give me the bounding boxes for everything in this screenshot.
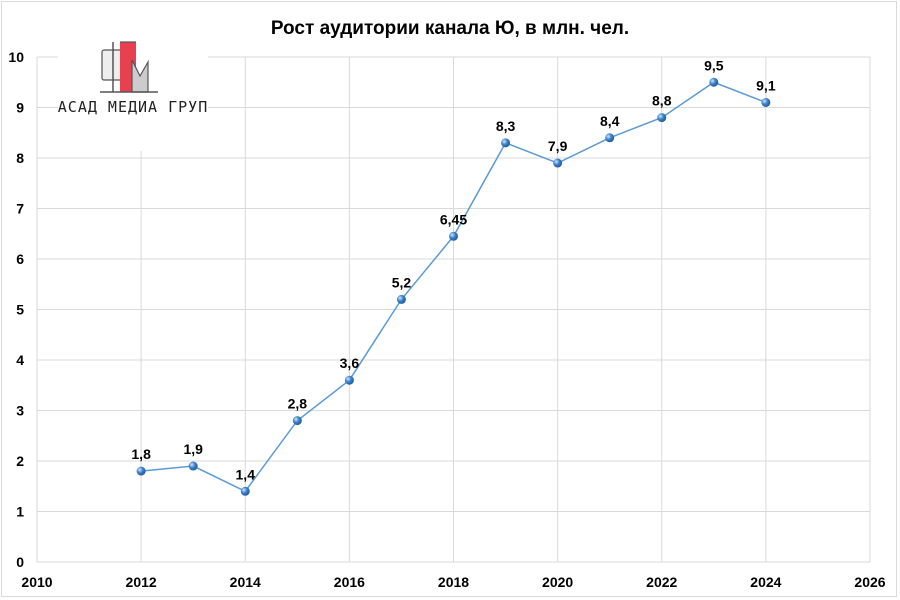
data-point xyxy=(761,97,771,107)
data-label: 1,8 xyxy=(131,446,151,462)
logo-mark-icon: ФАСАД МЕДИА ГРУПП xyxy=(58,41,208,116)
x-tick-label: 2026 xyxy=(854,574,885,590)
data-point xyxy=(501,138,511,148)
y-tick-label: 5 xyxy=(16,302,24,318)
data-point xyxy=(553,158,563,168)
chart-title: Рост аудитории канала Ю, в млн. чел. xyxy=(270,18,630,39)
data-label: 8,3 xyxy=(496,118,516,134)
data-label: 7,9 xyxy=(548,138,568,154)
y-tick-label: 4 xyxy=(16,352,24,368)
x-tick-label: 2018 xyxy=(438,574,469,590)
data-label: 1,9 xyxy=(183,441,203,457)
data-label: 8,8 xyxy=(652,93,672,109)
data-label: 8,4 xyxy=(600,113,620,129)
x-tick-label: 2010 xyxy=(21,574,52,590)
data-label: 2,8 xyxy=(288,396,308,412)
y-tick-label: 3 xyxy=(16,403,24,419)
data-point xyxy=(292,416,302,426)
x-tick-label: 2024 xyxy=(750,574,781,590)
data-point xyxy=(188,461,198,471)
y-tick-label: 1 xyxy=(16,504,24,520)
y-tick-label: 9 xyxy=(16,100,24,116)
data-label: 6,45 xyxy=(440,211,467,227)
x-tick-label: 2020 xyxy=(542,574,573,590)
x-tick-label: 2022 xyxy=(646,574,677,590)
data-point xyxy=(709,77,719,87)
data-point xyxy=(657,113,667,123)
data-label: 5,2 xyxy=(392,274,412,290)
data-label: 1,4 xyxy=(236,466,256,482)
data-label: 3,6 xyxy=(340,355,360,371)
data-point xyxy=(396,294,406,304)
data-label: 9,1 xyxy=(756,77,776,93)
data-point xyxy=(449,231,458,241)
logo: ФАСАД МЕДИА ГРУПП xyxy=(58,36,208,151)
y-tick-label: 8 xyxy=(16,150,24,166)
data-point xyxy=(344,375,354,385)
x-tick-label: 2014 xyxy=(230,574,261,590)
data-point xyxy=(240,486,250,496)
y-tick-label: 6 xyxy=(16,251,24,267)
x-tick-label: 2016 xyxy=(334,574,365,590)
data-point xyxy=(136,466,146,476)
x-tick-label: 2012 xyxy=(126,574,157,590)
data-point xyxy=(605,133,615,143)
y-tick-label: 2 xyxy=(16,453,24,469)
y-tick-label: 0 xyxy=(16,554,24,570)
y-tick-label: 7 xyxy=(16,201,24,217)
logo-text: ФАСАД МЕДИА ГРУПП xyxy=(58,98,208,116)
data-label: 9,5 xyxy=(704,57,724,73)
y-tick-label: 10 xyxy=(8,49,24,65)
